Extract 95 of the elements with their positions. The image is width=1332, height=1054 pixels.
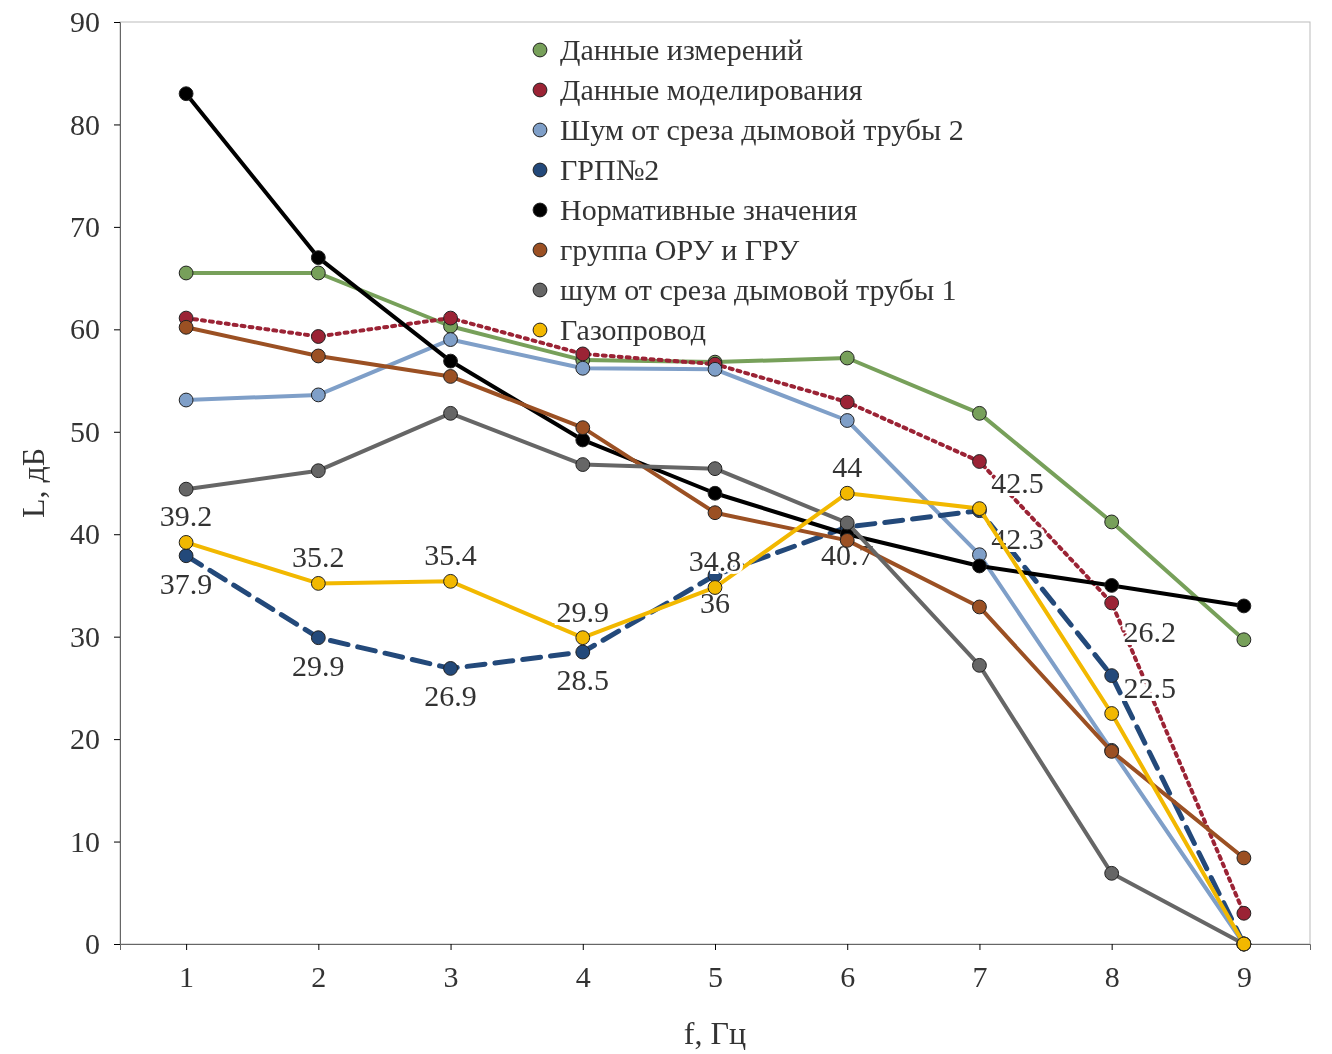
legend-label: шум от среза дымовой трубы 1 xyxy=(560,273,957,306)
point xyxy=(575,432,591,448)
data-label: 39.2 xyxy=(159,499,213,533)
point xyxy=(443,405,458,421)
point xyxy=(310,265,326,281)
point xyxy=(310,250,326,266)
point xyxy=(839,394,855,410)
point xyxy=(1236,905,1252,921)
point xyxy=(178,86,194,102)
point xyxy=(310,387,326,403)
point xyxy=(972,405,987,421)
legend-label: Шум от среза дымовой трубы 2 xyxy=(560,113,964,146)
point xyxy=(972,657,987,673)
point xyxy=(443,332,458,347)
point xyxy=(972,599,987,615)
point xyxy=(310,348,326,364)
data-label: 34.8 xyxy=(688,544,742,578)
point xyxy=(575,360,591,376)
x-tick-label: 3 xyxy=(443,960,459,994)
point xyxy=(707,505,723,521)
data-label: 35.4 xyxy=(424,538,477,572)
point xyxy=(178,265,194,281)
point xyxy=(310,630,326,646)
legend-label: Данные моделирования xyxy=(560,73,863,106)
point xyxy=(443,369,458,384)
y-tick-label: 60 xyxy=(70,312,100,346)
x-tick-label: 1 xyxy=(179,960,195,994)
data-label: 28.5 xyxy=(556,663,610,697)
y-tick-label: 70 xyxy=(70,209,100,243)
x-axis-title: f, Гц xyxy=(683,1015,747,1051)
y-tick-label: 20 xyxy=(70,722,100,756)
y-axis-title: L, дБ xyxy=(15,447,51,519)
point xyxy=(178,535,194,550)
point xyxy=(443,310,458,326)
data-label: 29.9 xyxy=(292,648,345,682)
point xyxy=(839,350,855,366)
y-tick-label: 40 xyxy=(70,517,100,551)
point xyxy=(575,420,591,436)
x-tick-label: 4 xyxy=(575,960,591,994)
point xyxy=(1104,668,1120,683)
point xyxy=(1104,706,1120,721)
point xyxy=(1104,595,1120,611)
point xyxy=(443,661,458,676)
data-label: 37.9 xyxy=(159,566,213,600)
data-label: 35.2 xyxy=(292,540,345,574)
x-tick-label: 2 xyxy=(311,960,327,994)
point xyxy=(1236,850,1252,866)
y-tick-label: 80 xyxy=(70,107,100,141)
point xyxy=(972,454,987,469)
x-tick-label: 7 xyxy=(972,960,988,994)
y-tick-label: 50 xyxy=(70,414,100,448)
point xyxy=(839,413,855,428)
point xyxy=(310,576,326,591)
point xyxy=(575,457,591,472)
data-label: 26.9 xyxy=(424,679,477,713)
legend-label: Газопровод xyxy=(560,313,707,346)
data-label: 36 xyxy=(700,586,730,620)
point xyxy=(839,515,855,531)
x-tick-label: 6 xyxy=(840,960,856,994)
legend-label: Данные измерений xyxy=(560,33,804,66)
point xyxy=(1104,578,1120,593)
point xyxy=(1104,514,1120,530)
point xyxy=(443,353,458,369)
legend-label: Нормативные значения xyxy=(560,193,858,226)
point xyxy=(575,346,591,362)
point xyxy=(707,461,723,477)
x-tick-label: 8 xyxy=(1104,960,1120,994)
point xyxy=(839,485,855,501)
point xyxy=(1236,632,1252,648)
point xyxy=(1236,598,1252,614)
point xyxy=(178,392,194,408)
legend-label: группа ОРУ и ГРУ xyxy=(560,233,801,266)
y-tick-label: 30 xyxy=(70,619,100,653)
point xyxy=(707,485,723,501)
point xyxy=(310,463,326,479)
point xyxy=(178,481,194,497)
y-tick-label: 0 xyxy=(85,927,100,961)
point xyxy=(178,319,194,335)
point xyxy=(310,329,326,344)
y-tick-label: 10 xyxy=(70,824,100,858)
data-label: 44 xyxy=(832,450,863,484)
point xyxy=(707,580,723,595)
x-tick-label: 9 xyxy=(1236,960,1252,994)
point xyxy=(178,548,194,564)
point xyxy=(575,630,591,646)
x-tick-label: 5 xyxy=(708,960,723,994)
point xyxy=(1104,865,1120,881)
point xyxy=(443,573,458,589)
legend-label: ГРП№2 xyxy=(560,153,660,186)
y-tick-label: 90 xyxy=(70,5,100,39)
point xyxy=(972,558,987,574)
point xyxy=(707,361,723,377)
data-label: 26.2 xyxy=(1123,614,1176,648)
point xyxy=(575,644,591,660)
data-label: 29.9 xyxy=(556,594,610,628)
